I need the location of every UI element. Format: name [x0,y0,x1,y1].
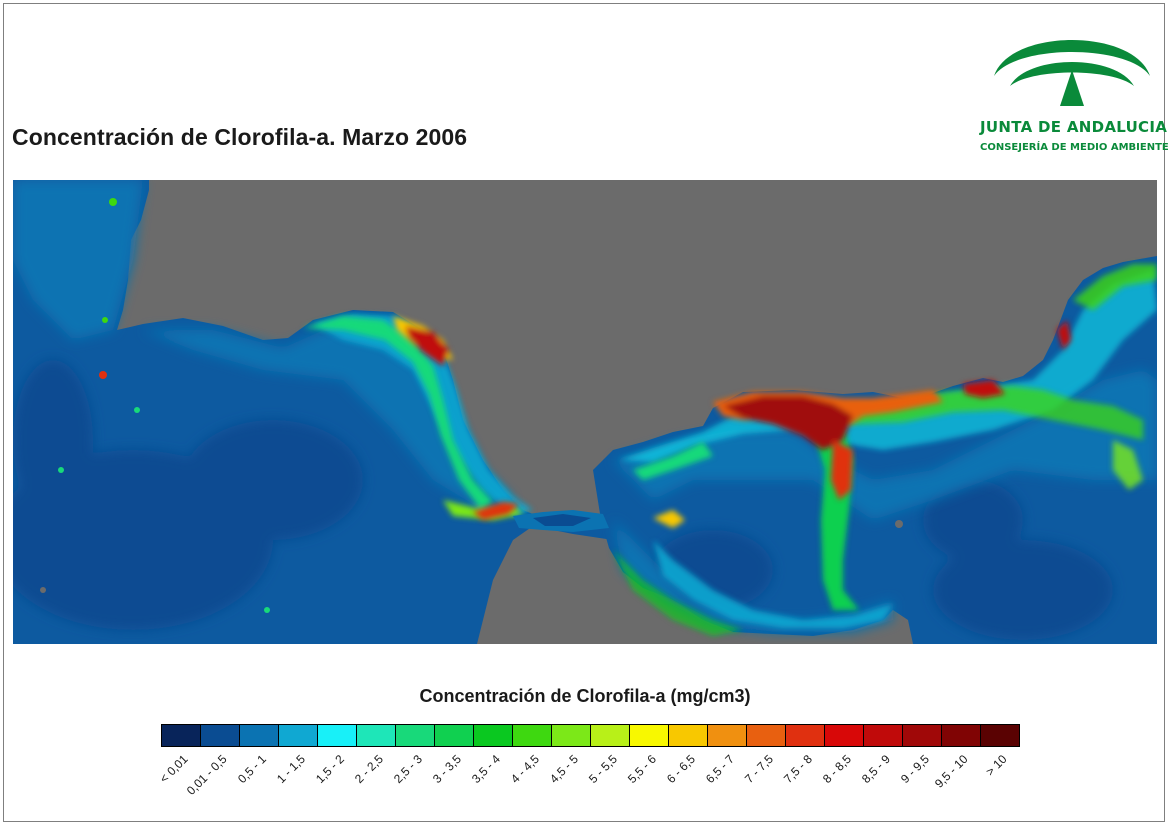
green-productive-bands [303,264,1157,636]
legend-label: 5,5 - 6 [624,752,659,786]
legend-label: 8 - 8,5 [819,752,854,786]
legend-swatch [474,725,513,746]
logo-emblem-icon [994,40,1150,106]
legend-label: 4 - 4,5 [507,752,542,786]
legend-swatch [396,725,435,746]
scattered-bloom-dots [40,198,903,613]
legend-swatch [591,725,630,746]
legend-label: > 10 [982,752,1010,779]
legend-swatch [747,725,786,746]
legend-label: 6,5 - 7 [702,752,737,786]
logo-name: JUNTA DE ANDALUCIA [980,118,1168,136]
chlorophyll-map [13,180,1157,644]
legend-swatch [279,725,318,746]
legend-label: 8,5 - 9 [858,752,893,786]
legend-swatch [669,725,708,746]
legend-label: 7 - 7,5 [741,752,776,786]
legend-swatch [786,725,825,746]
legend-label: 1 - 1,5 [273,752,308,786]
legend-label: 0,01 - 0,5 [183,752,230,798]
legend-swatch [435,725,474,746]
map-canvas [13,180,1157,644]
legend-swatch [864,725,903,746]
legend-swatch [552,725,591,746]
legend-label: 7,5 - 8 [780,752,815,786]
junta-de-andalucia-logo: JUNTA DE ANDALUCIA CONSEJERÍA DE MEDIO A… [980,14,1169,164]
legend-swatch [318,725,357,746]
legend-swatch [981,725,1019,746]
legend-title: Concentración de Clorofila-a (mg/cm3) [419,686,751,706]
legend-swatch [630,725,669,746]
legend-swatch [903,725,942,746]
legend-label: 9 - 9,5 [897,752,932,786]
low-concentration-patches [13,360,1113,640]
legend-swatch [942,725,981,746]
strait-core [533,514,591,526]
legend-swatch [357,725,396,746]
legend-label: 0,5 - 1 [234,752,269,786]
legend-label: 1,5 - 2 [312,752,347,786]
legend-swatch [825,725,864,746]
legend-swatch [162,725,201,746]
legend-label: < 0,01 [156,752,191,786]
legend-swatch [201,725,240,746]
legend-label: 3 - 3,5 [429,752,464,786]
high-concentration-hotspots [393,316,1071,528]
legend-swatch [240,725,279,746]
legend-label: 5 - 5,5 [585,752,620,786]
logo-subtitle: CONSEJERÍA DE MEDIO AMBIENTE [980,142,1169,153]
legend-label: 6 - 6,5 [663,752,698,786]
legend-label: 9,5 - 10 [931,752,971,791]
legend-label: 2 - 2,5 [351,752,386,786]
legend-swatch [513,725,552,746]
legend-label: 4,5 - 5 [546,752,581,786]
legend-color-scale [161,724,1020,747]
map-title: Concentración de Clorofila-a. Marzo 2006 [12,124,468,150]
legend-label: 3,5 - 4 [468,752,503,786]
legend-swatch [708,725,747,746]
legend-label: 2,5 - 3 [390,752,425,786]
